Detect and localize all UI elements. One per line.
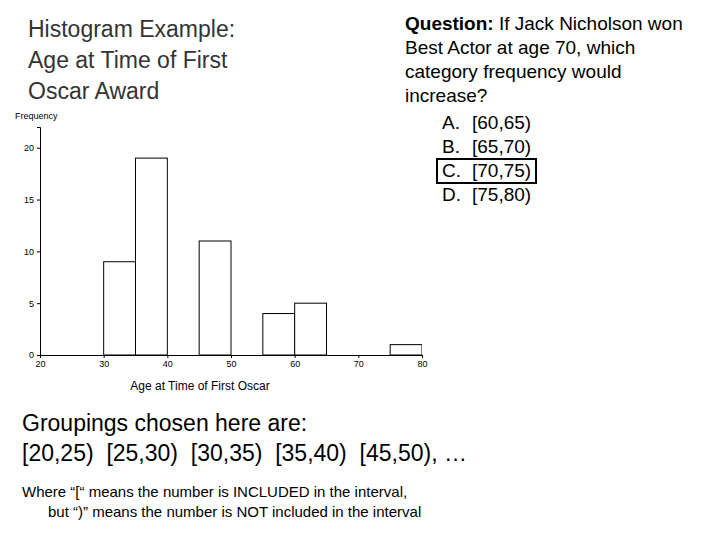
x-tick-mark — [422, 355, 423, 358]
y-tick-mark — [37, 303, 40, 304]
x-tick-label: 30 — [99, 359, 109, 369]
x-tick: 50 — [226, 355, 236, 369]
option-letter: C. — [442, 160, 472, 182]
x-tick: 40 — [163, 355, 173, 369]
y-tick-mark — [37, 200, 40, 201]
y-tick: 10 — [24, 247, 40, 257]
option: A.[60,65) — [436, 110, 537, 136]
histogram-bar — [231, 355, 263, 356]
histogram-bar — [40, 355, 72, 356]
x-tick-mark — [231, 355, 232, 358]
space — [494, 13, 499, 34]
option-letter: A. — [442, 112, 472, 134]
y-tick-mark — [37, 148, 40, 149]
y-tick-label: 5 — [29, 299, 34, 309]
y-axis: 0 5 10 15 20 — [24, 128, 41, 361]
histogram-bar — [295, 303, 327, 355]
option-letter: B. — [442, 136, 472, 158]
x-tick: 70 — [354, 355, 364, 369]
note: but “)” means the number is NOT included… — [48, 502, 421, 522]
y-tick: 20 — [24, 143, 40, 153]
slide-title: Histogram Example: Age at Time of First … — [28, 14, 263, 107]
x-tick-mark — [358, 355, 359, 358]
x-tick: 20 — [35, 355, 45, 369]
histogram-bar — [263, 314, 295, 355]
question: Question: If Jack Nicholson won Best Act… — [405, 12, 695, 108]
x-axis-title: Age at Time of First Oscar — [130, 379, 269, 393]
option: B.[65,70) — [436, 134, 537, 160]
x-tick-label: 70 — [354, 359, 364, 369]
y-tick-label: 10 — [24, 247, 34, 257]
histogram-bar — [327, 355, 359, 356]
x-tick-label: 40 — [163, 359, 173, 369]
y-tick-label: 0 — [29, 350, 34, 360]
x-tick-label: 50 — [226, 359, 236, 369]
histogram-bar — [390, 345, 422, 355]
y-tick: 15 — [24, 195, 40, 205]
option-boxed: C.[70,75) — [436, 158, 537, 184]
y-tick: 0 — [29, 350, 40, 360]
y-tick: 5 — [29, 299, 40, 309]
x-tick: 30 — [99, 355, 109, 369]
question-label: Question: — [405, 13, 494, 34]
x-axis-line — [41, 356, 423, 359]
x-tick-mark — [295, 355, 296, 358]
option-letter: D. — [442, 184, 472, 206]
option-text: [60,65) — [472, 112, 531, 133]
y-tick-label: 20 — [24, 143, 34, 153]
x-tick-label: 80 — [417, 359, 427, 369]
bars — [104, 158, 422, 355]
y-tick-mark — [37, 251, 40, 252]
option-text: [70,75) — [472, 160, 531, 181]
option-text: [75,80) — [472, 184, 531, 205]
x-tick-label: 60 — [290, 359, 300, 369]
histogram-bar — [358, 355, 390, 356]
histogram-bar — [167, 355, 199, 356]
y-axis-title: Frequency — [15, 111, 58, 121]
groupings-heading: Groupings chosen here are: — [22, 408, 307, 438]
histogram-bar — [136, 158, 168, 355]
histogram-bar — [199, 241, 231, 355]
groupings: [20,25) [25,30) [30,35) [35,40) [45,50),… — [22, 438, 467, 468]
x-tick-label: 20 — [35, 359, 45, 369]
y-tick-label: 15 — [24, 195, 34, 205]
histogram-bar — [104, 262, 136, 355]
x-tick-mark — [104, 355, 105, 358]
y-tick-mark — [37, 355, 40, 356]
histogram-bar — [72, 355, 104, 356]
x-tick: 80 — [417, 355, 427, 369]
option: D.[75,80) — [436, 182, 537, 208]
note: Where “[“ means the number is INCLUDED i… — [22, 482, 407, 502]
x-tick: 60 — [290, 355, 300, 369]
slide: {"chart_data": {"type": "histogram", "ti… — [0, 0, 720, 540]
x-tick-mark — [167, 355, 168, 358]
x-axis: 20 30 40 50 60 70 80 — [35, 355, 427, 369]
option-text: [65,70) — [472, 136, 531, 157]
y-axis-line — [37, 128, 41, 356]
